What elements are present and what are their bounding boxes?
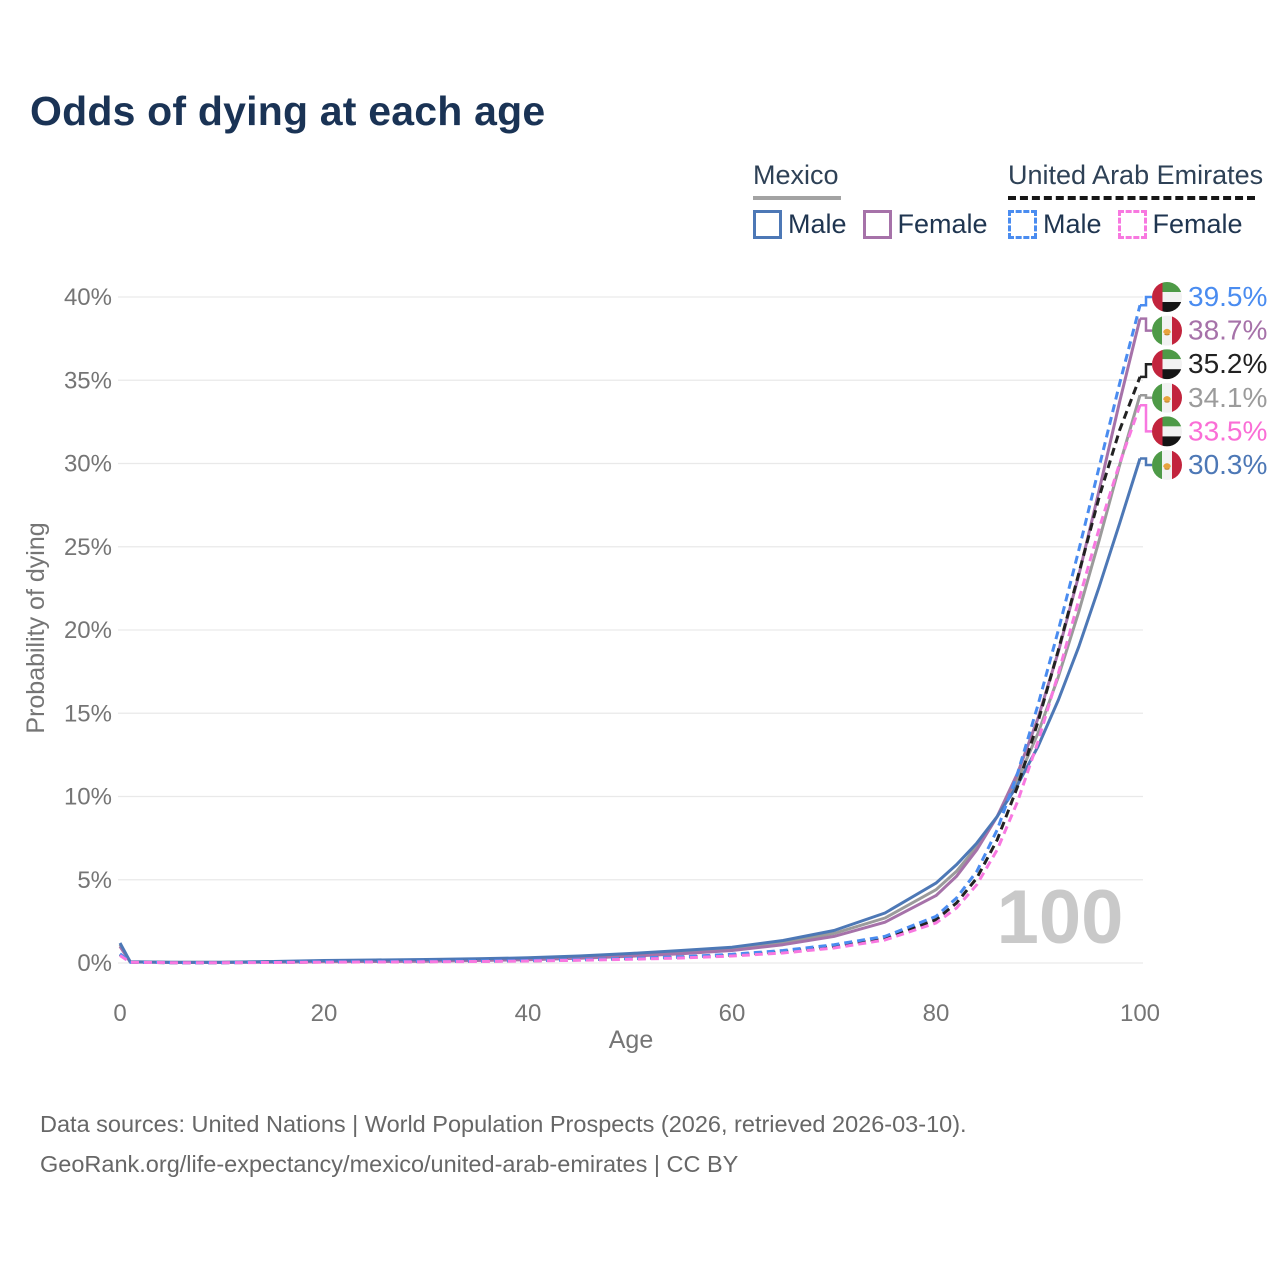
y-tick-label: 25% (64, 534, 112, 561)
y-tick-label: 35% (64, 367, 112, 394)
footer: Data sources: United Nations | World Pop… (40, 1104, 967, 1184)
end-value-label-uae-male: 39.5% (1188, 281, 1267, 312)
footer-data-sources: Data sources: United Nations | World Pop… (40, 1111, 967, 1137)
end-label-connector-mexico-male (1140, 457, 1152, 467)
legend-group-mexico: Mexico Male Female (753, 160, 988, 240)
end-value-label-mexico-male: 30.3% (1188, 449, 1267, 480)
legend-label: Male (788, 209, 847, 239)
series-line-uae-female[interactable] (119, 404, 1142, 965)
x-tick-label: 20 (311, 1000, 338, 1027)
end-value-label-uae-female: 33.5% (1188, 415, 1267, 446)
legend-group-uae: United Arab Emirates Male Female (1008, 160, 1263, 240)
mexico-flag-icon (1152, 316, 1182, 346)
series-line-uae-both[interactable] (119, 376, 1142, 965)
legend-underline-uae (1008, 196, 1255, 200)
end-value-label-mexico-both: 34.1% (1188, 382, 1267, 413)
legend-country-uae: United Arab Emirates (1008, 160, 1264, 190)
legend-item-mexico-female[interactable]: Female (862, 209, 988, 240)
legend-item-uae-female[interactable]: Female (1117, 209, 1243, 240)
end-label-connector-mexico-female (1140, 317, 1152, 332)
x-axis-title: Age (609, 1026, 653, 1054)
mexico-flag-icon (1152, 383, 1182, 413)
x-tick-label: 40 (515, 1000, 542, 1027)
series-line-mexico-both[interactable] (118, 394, 1142, 964)
y-tick-label: 15% (64, 700, 112, 727)
series-line-mexico-male[interactable] (118, 458, 1142, 964)
uae-flag-icon (1152, 282, 1182, 312)
legend-item-mexico-male[interactable]: Male (753, 209, 847, 240)
series-line-uae-male[interactable] (119, 304, 1142, 965)
end-label-connector-uae-both (1140, 362, 1152, 379)
x-tick-label: 100 (1120, 1000, 1160, 1027)
legend-label: Male (1043, 209, 1102, 239)
legend-label: Female (897, 209, 988, 239)
y-tick-label: 20% (64, 617, 112, 644)
uae-flag-icon (1152, 349, 1182, 379)
uae-flag-icon (1152, 416, 1182, 446)
x-tick-label: 0 (113, 1000, 126, 1027)
end-label-connector-uae-female (1140, 403, 1152, 433)
legend-country-mexico: Mexico (753, 160, 839, 190)
x-tick-label: 80 (923, 1000, 950, 1027)
end-label-connector-mexico-both (1140, 393, 1152, 400)
y-tick-label: 10% (64, 784, 112, 811)
y-tick-label: 40% (64, 284, 112, 311)
end-value-label-uae-both: 35.2% (1188, 348, 1267, 379)
legend-underline-mexico (753, 196, 841, 200)
end-label-connector-uae-male (1140, 295, 1152, 307)
y-axis-title: Probability of dying (22, 522, 50, 733)
mexico-male-swatch-icon (753, 210, 782, 239)
mexico-flag-icon (1152, 450, 1182, 480)
legend-item-uae-male[interactable]: Male (1008, 209, 1102, 240)
end-value-label-mexico-female: 38.7% (1188, 315, 1267, 346)
age-watermark: 100 (997, 875, 1124, 960)
y-tick-label: 30% (64, 451, 112, 478)
uae-female-swatch-icon (1117, 210, 1147, 239)
mexico-female-swatch-icon (862, 210, 892, 239)
uae-male-swatch-icon (1008, 210, 1037, 239)
y-tick-label: 0% (77, 950, 112, 977)
x-tick-label: 60 (719, 1000, 746, 1027)
page-title: Odds of dying at each age (30, 88, 546, 134)
legend-label: Female (1152, 209, 1243, 239)
y-tick-label: 5% (77, 867, 112, 894)
footer-attribution: GeoRank.org/life-expectancy/mexico/unite… (40, 1151, 739, 1177)
